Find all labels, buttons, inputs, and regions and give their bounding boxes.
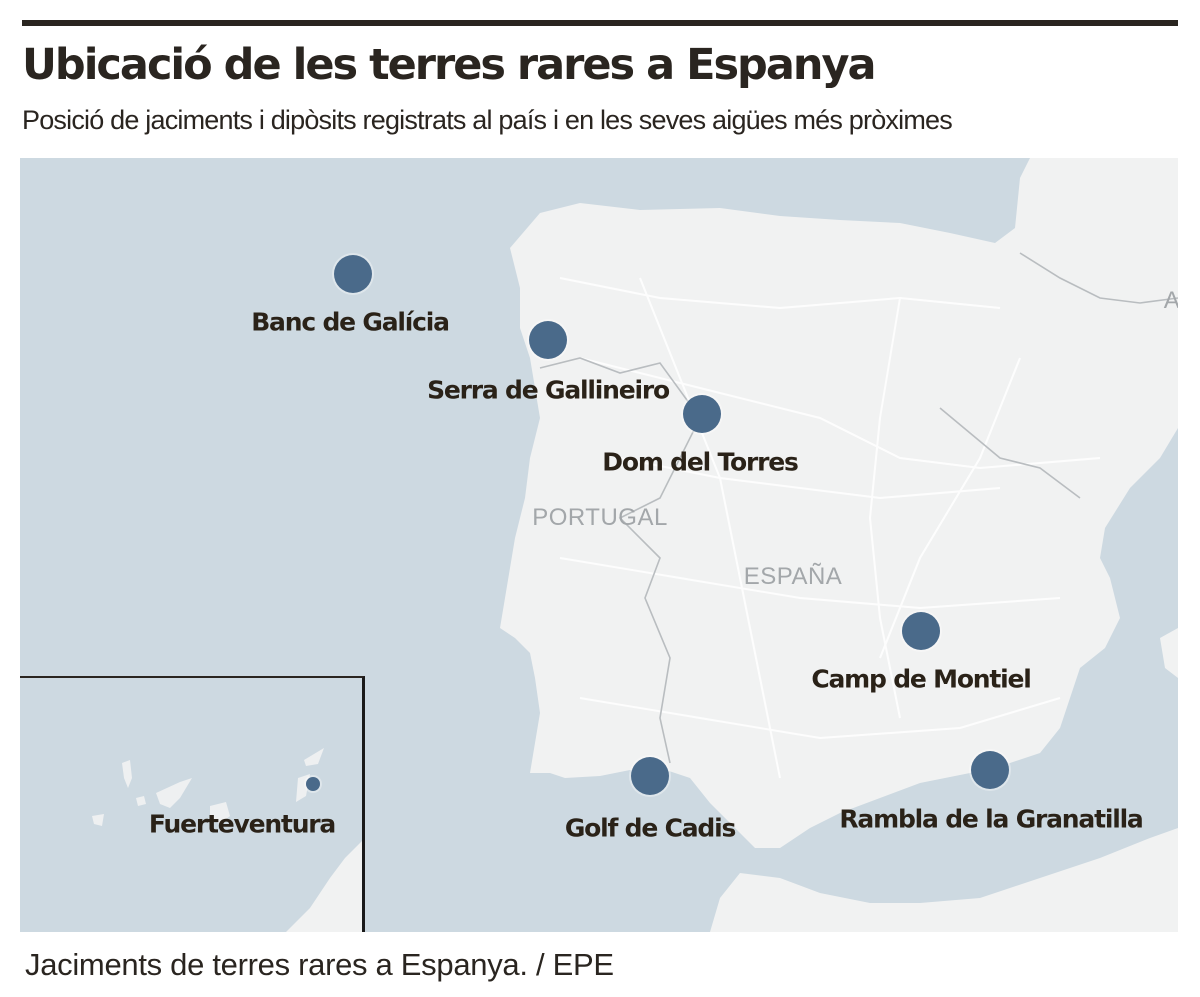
africa-coast: [286, 841, 362, 932]
road-network: [559, 277, 1101, 779]
north-africa-land: [710, 828, 1178, 932]
page-title: Ubicació de les terres rares a Espanya: [22, 40, 876, 90]
country-label-andorra-partial: A: [1163, 287, 1178, 314]
circle-marker-icon[interactable]: [683, 395, 721, 433]
circle-marker-icon[interactable]: [529, 321, 567, 359]
site-label-camp-de-montiel[interactable]: Camp de Montiel: [811, 664, 1032, 694]
map[interactable]: PORTUGAL ESPAÑA A Banc de Galícia Serra …: [20, 158, 1178, 932]
circle-marker-icon[interactable]: [334, 255, 372, 293]
site-label-rambla-de-la-granatilla[interactable]: Rambla de la Granatilla: [839, 804, 1143, 834]
map-basemap: [500, 158, 1178, 932]
balearic-land: [1160, 628, 1178, 678]
island-lanzarote: [304, 748, 324, 766]
top-rule: [22, 20, 1178, 26]
island-gran-canaria: [210, 802, 230, 824]
site-label-banc-de-galicia[interactable]: Banc de Galícia: [251, 307, 450, 337]
canary-basemap: [92, 748, 362, 932]
island-el-hierro: [92, 814, 104, 826]
island-la-palma: [122, 760, 132, 788]
canary-islands-inset: Fuerteventura: [20, 676, 365, 932]
island-tenerife: [156, 778, 192, 808]
circle-marker-icon[interactable]: [631, 757, 669, 795]
island-la-gomera: [136, 796, 146, 806]
border-lines: [539, 252, 1178, 764]
circle-marker-icon[interactable]: [971, 751, 1009, 789]
page-subtitle: Posició de jaciments i dipòsits registra…: [22, 105, 953, 135]
country-label-portugal: PORTUGAL: [532, 504, 668, 531]
figure-caption: Jaciments de terres rares a Espanya. / E…: [25, 947, 614, 982]
site-label-golf-de-cadis[interactable]: Golf de Cadis: [564, 813, 737, 843]
site-label-fuerteventura[interactable]: Fuerteventura: [148, 809, 336, 839]
site-label-serra-de-gallineiro[interactable]: Serra de Gallineiro: [427, 375, 670, 405]
circle-marker-icon[interactable]: [902, 612, 940, 650]
country-label-espana: ESPAÑA: [743, 563, 843, 590]
iberia-land: [500, 158, 1178, 848]
circle-marker-icon[interactable]: [306, 777, 320, 791]
site-label-dom-del-torres[interactable]: Dom del Torres: [602, 447, 799, 477]
